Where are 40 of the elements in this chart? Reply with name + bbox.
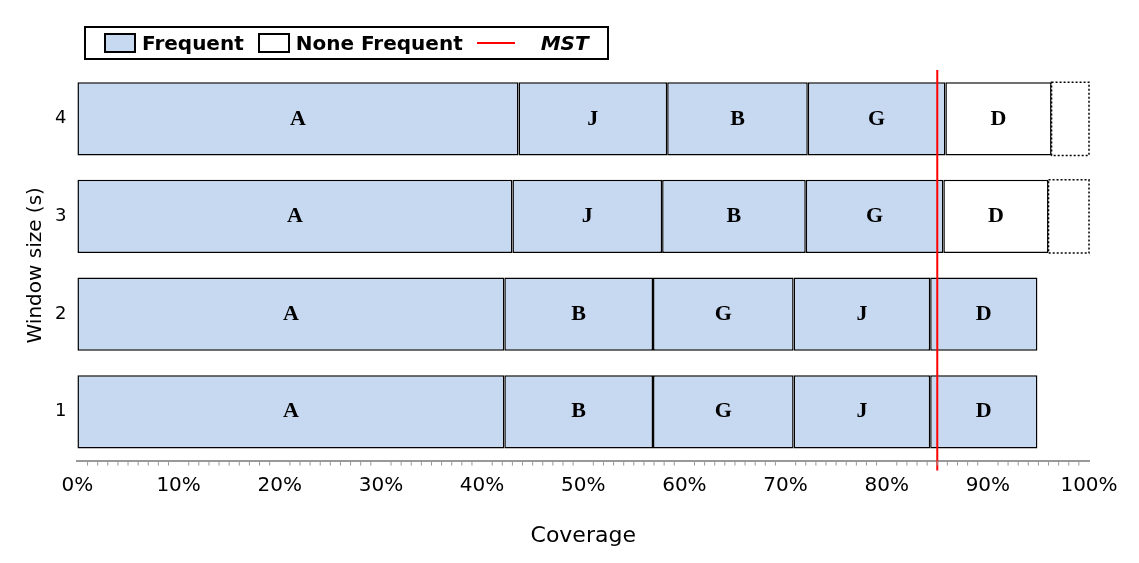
x-tick-label: 80% — [864, 471, 909, 496]
data-label: J — [581, 202, 593, 228]
y-tick-label: 1 — [55, 399, 67, 421]
x-tick-label: 0% — [61, 471, 94, 496]
data-label: B — [571, 299, 587, 325]
data-label: B — [726, 202, 742, 228]
series-label: Frequent — [142, 31, 244, 55]
y-tick-label: 3 — [55, 204, 67, 226]
data-label: A — [282, 397, 299, 423]
data-label: A — [290, 104, 307, 130]
data-label: D — [987, 202, 1004, 228]
x-tick-label: 10% — [156, 471, 201, 496]
x-tick-label: 60% — [662, 471, 707, 496]
legend-label: None Frequent — [295, 31, 463, 55]
data-label: D — [990, 104, 1007, 130]
legend-label: MST — [540, 31, 589, 55]
x-axis-title: Coverage — [530, 521, 636, 547]
data-label: G — [868, 104, 886, 130]
data-label: D — [975, 299, 992, 325]
data-label: G — [714, 397, 732, 423]
data-label: A — [286, 202, 303, 228]
x-tick-label: 70% — [763, 471, 808, 496]
x-tick-label: 100% — [1060, 471, 1118, 496]
data-label: G — [865, 202, 884, 228]
data-label: G — [714, 299, 732, 325]
x-tick-label: 30% — [358, 471, 404, 496]
x-tick-label: 50% — [561, 471, 606, 496]
data-label: J — [587, 104, 599, 130]
data-label: D — [975, 397, 992, 423]
x-tick-label: 20% — [257, 471, 302, 496]
data-label: A — [282, 299, 299, 325]
x-tick-label: 40% — [459, 471, 505, 496]
y-tick-label: 2 — [55, 301, 67, 323]
x-tick-label: 90% — [965, 471, 1011, 496]
data-label: B — [571, 397, 587, 423]
y-axis-title: Window size (s) — [22, 187, 47, 344]
data-label: B — [730, 104, 746, 130]
data-label: J — [856, 299, 868, 325]
y-tick-label: 4 — [55, 106, 67, 128]
data-label: J — [856, 397, 868, 423]
